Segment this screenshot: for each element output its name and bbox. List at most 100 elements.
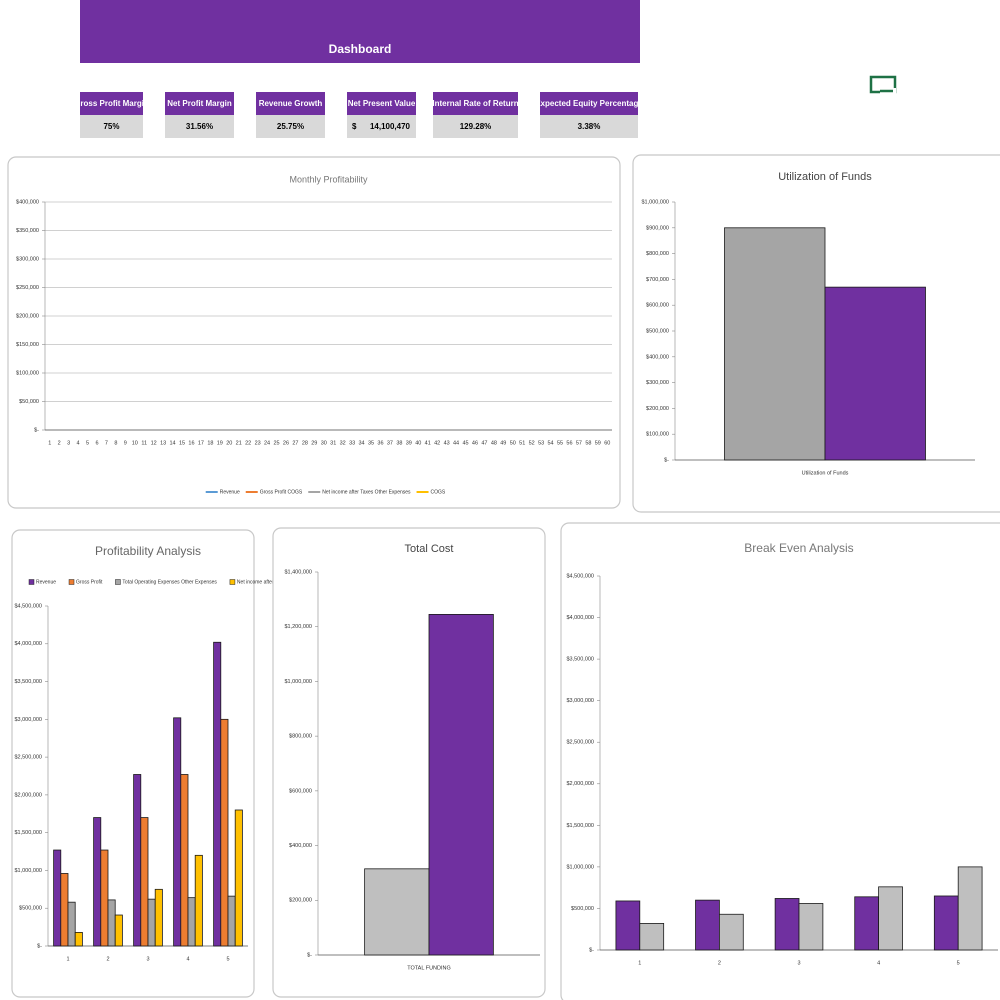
y-tick-label: $900,000 — [646, 225, 669, 231]
y-tick-label: $800,000 — [646, 251, 669, 257]
legend-label: Net income after Taxes Other Expenses — [322, 489, 411, 495]
bar — [180, 774, 189, 947]
x-tick-label: 50 — [510, 440, 516, 446]
x-tick-label: 10 — [132, 440, 138, 446]
chart-title: Profitability Analysis — [95, 544, 201, 558]
x-tick-label: 30 — [321, 440, 327, 446]
y-tick-label: $4,500,000 — [14, 603, 42, 609]
bar — [220, 718, 229, 947]
kpi-value: 3.38% — [578, 122, 601, 131]
bar — [133, 774, 142, 947]
y-tick-label: $4,500,000 — [566, 573, 594, 579]
y-tick-label: $1,400,000 — [284, 569, 312, 575]
chart-title: Utilization of Funds — [778, 171, 872, 183]
y-tick-label: $4,000,000 — [566, 615, 594, 621]
y-tick-label: $4,000,000 — [14, 641, 42, 647]
x-tick-label: 20 — [226, 440, 232, 446]
bar — [695, 899, 720, 951]
legend-swatch — [68, 579, 75, 585]
kpi-label: Net Present Value — [348, 99, 416, 108]
kpi-label: Gross Profit Margin — [74, 99, 149, 108]
kpi-value: 31.56% — [186, 122, 213, 131]
legend-label: Gross Profit — [76, 579, 103, 585]
bar — [615, 900, 641, 951]
kpi-header — [256, 92, 325, 115]
kpi-value: 14,100,470 — [370, 122, 411, 131]
kpi-value-cell — [165, 115, 234, 138]
y-tick-label: $- — [307, 952, 312, 958]
x-tick-label: 35 — [368, 440, 374, 446]
x-tick-label: 23 — [255, 440, 261, 446]
x-tick-label: 27 — [292, 440, 298, 446]
y-tick-label: $600,000 — [646, 303, 669, 309]
y-tick-label: $2,000,000 — [14, 792, 42, 798]
x-tick-label: 3 — [797, 960, 800, 966]
x-tick-label: 5 — [86, 440, 89, 446]
kpi-header — [433, 92, 518, 115]
legend-swatch — [115, 579, 121, 585]
y-tick-label: $500,000 — [646, 328, 669, 334]
y-tick-label: $350,000 — [16, 228, 39, 234]
y-tick-label: $1,200,000 — [284, 624, 312, 630]
y-tick-label: $3,000,000 — [14, 717, 42, 723]
kpi-currency: $ — [352, 122, 357, 131]
x-tick-label: 49 — [500, 440, 506, 446]
bar — [114, 914, 123, 947]
kpi-value: 75% — [103, 122, 119, 131]
bar — [173, 717, 182, 947]
bar — [60, 873, 69, 947]
x-tick-label: 25 — [273, 440, 279, 446]
x-tick-label: 4 — [186, 956, 189, 962]
x-tick-label: 36 — [377, 440, 383, 446]
x-tick-label: 47 — [481, 440, 487, 446]
x-tick-label: 3 — [146, 956, 149, 962]
y-tick-label: $400,000 — [646, 354, 669, 360]
x-tick-label: 32 — [340, 440, 346, 446]
y-tick-label: $400,000 — [289, 843, 312, 849]
x-tick-label: 52 — [529, 440, 535, 446]
kpi-label: Expected Equity Percentage — [535, 99, 643, 108]
legend-label: Total Operating Expenses Other Expenses — [122, 579, 217, 585]
x-tick-label: TOTAL FUNDING — [407, 965, 451, 971]
chart-title: Total Cost — [405, 543, 454, 555]
bar — [147, 898, 156, 947]
x-tick-label: 33 — [349, 440, 355, 446]
x-tick-label: 59 — [595, 440, 601, 446]
y-tick-label: $3,500,000 — [566, 657, 594, 663]
x-tick-label: 24 — [264, 440, 270, 446]
x-tick-label: 57 — [576, 440, 582, 446]
y-tick-label: $700,000 — [646, 277, 669, 283]
bar — [724, 227, 826, 461]
bar — [364, 868, 430, 956]
bar — [854, 896, 879, 951]
y-tick-label: $800,000 — [289, 734, 312, 740]
kpi-label: Revenue Growth — [259, 99, 323, 108]
y-tick-label: $200,000 — [289, 898, 312, 904]
header-bar — [80, 0, 640, 63]
x-tick-label: 7 — [105, 440, 108, 446]
kpi-value-cell — [80, 115, 143, 138]
x-tick-label: 29 — [311, 440, 317, 446]
y-tick-label: $2,500,000 — [566, 740, 594, 746]
bar — [227, 895, 236, 947]
kpi-header — [540, 92, 638, 115]
y-tick-label: $100,000 — [646, 432, 669, 438]
x-tick-label: 41 — [425, 440, 431, 446]
x-tick-label: 53 — [538, 440, 544, 446]
y-tick-label: $1,000,000 — [641, 199, 669, 205]
x-tick-label: 8 — [114, 440, 117, 446]
kpi-value-cell — [256, 115, 325, 138]
bar — [933, 895, 959, 951]
bar — [194, 854, 203, 947]
x-tick-label: 37 — [387, 440, 393, 446]
x-tick-label: 19 — [217, 440, 223, 446]
legend-label: Revenue — [220, 489, 240, 495]
y-tick-label: $500,000 — [19, 906, 42, 912]
x-tick-label: 54 — [548, 440, 554, 446]
x-tick-label: 56 — [566, 440, 572, 446]
y-tick-label: $- — [34, 427, 39, 433]
x-tick-label: 34 — [359, 440, 365, 446]
y-tick-label: $1,000,000 — [14, 868, 42, 874]
bar — [719, 913, 744, 951]
x-tick-label: 3 — [67, 440, 70, 446]
